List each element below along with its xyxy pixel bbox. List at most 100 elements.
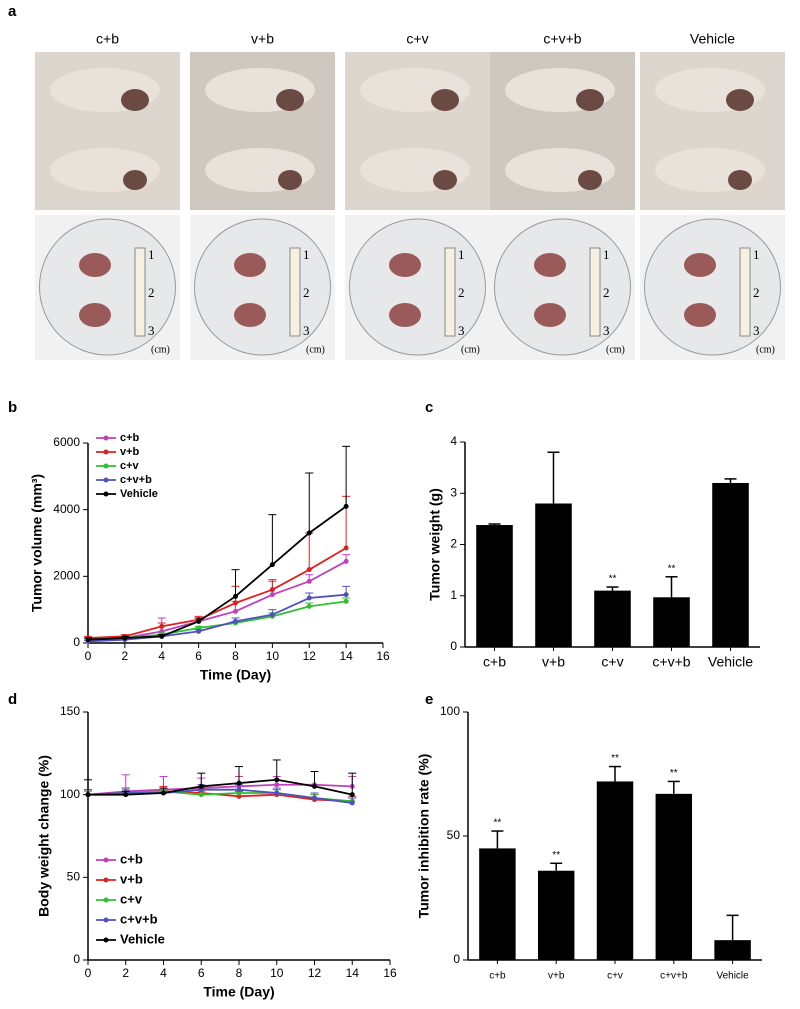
bar bbox=[537, 870, 575, 960]
significance: ** bbox=[609, 574, 617, 585]
y-tick-label: 0 bbox=[450, 639, 457, 653]
ruler-label: 2 bbox=[603, 285, 610, 300]
marker bbox=[343, 592, 349, 598]
legend-label: c+b bbox=[120, 432, 140, 444]
legend-marker bbox=[103, 463, 109, 469]
group-label: c+v bbox=[406, 31, 428, 47]
marker bbox=[85, 637, 91, 643]
marker bbox=[343, 598, 349, 604]
tumor bbox=[431, 89, 459, 111]
marker bbox=[269, 592, 275, 598]
legend-marker bbox=[103, 937, 109, 943]
marker bbox=[306, 530, 312, 536]
ruler-label: 3 bbox=[753, 323, 760, 338]
marker bbox=[236, 787, 242, 793]
legend-marker bbox=[103, 897, 109, 903]
x-tick-label: 14 bbox=[346, 966, 360, 980]
legend-marker bbox=[103, 477, 109, 483]
marker bbox=[274, 782, 280, 788]
marker bbox=[269, 587, 275, 593]
marker bbox=[274, 777, 280, 783]
tumor bbox=[684, 303, 716, 327]
bar bbox=[714, 940, 751, 960]
tumor bbox=[278, 170, 302, 190]
x-tick-label: 6 bbox=[198, 966, 205, 980]
x-tick-label: c+b bbox=[489, 971, 506, 982]
ruler-label: 2 bbox=[458, 285, 465, 300]
marker bbox=[274, 790, 280, 796]
tumor bbox=[728, 170, 752, 190]
x-tick-label: 4 bbox=[160, 966, 167, 980]
tumor bbox=[79, 303, 111, 327]
x-tick-label: Vehicle bbox=[708, 654, 753, 670]
petri-dish bbox=[349, 218, 486, 356]
tumor bbox=[534, 303, 566, 327]
marker bbox=[306, 603, 312, 609]
x-axis-label: Time (Day) bbox=[203, 984, 274, 1000]
y-tick-label: 1 bbox=[450, 588, 457, 602]
marker bbox=[306, 567, 312, 573]
x-tick-label: 0 bbox=[85, 966, 92, 980]
legend-marker bbox=[103, 491, 109, 497]
petri-dish bbox=[194, 218, 331, 356]
y-axis-label: Tumor inhibition rate (%) bbox=[416, 754, 432, 919]
y-tick-label: 6000 bbox=[53, 435, 80, 449]
panel-label: e bbox=[425, 691, 433, 708]
ruler-label: (cm) bbox=[306, 344, 325, 355]
x-tick-label: 6 bbox=[195, 649, 202, 663]
marker bbox=[306, 578, 312, 584]
y-tick-label: 150 bbox=[60, 704, 80, 718]
marker bbox=[306, 595, 312, 601]
group-label: v+b bbox=[251, 31, 274, 47]
tumor bbox=[389, 303, 421, 327]
panel-label: b bbox=[8, 399, 17, 416]
marker bbox=[349, 792, 355, 798]
marker bbox=[159, 633, 165, 639]
series-line bbox=[87, 547, 347, 639]
x-tick-label: Vehicle bbox=[716, 971, 749, 982]
marker bbox=[343, 558, 349, 564]
y-axis-label: Body weight change (%) bbox=[36, 755, 52, 917]
legend-marker bbox=[103, 857, 109, 863]
x-tick-label: c+v+b bbox=[652, 654, 690, 670]
ruler-label: (cm) bbox=[756, 344, 775, 355]
x-tick-label: 16 bbox=[383, 966, 397, 980]
significance: ** bbox=[552, 850, 560, 861]
bar bbox=[655, 793, 693, 960]
legend-label: c+b bbox=[120, 851, 143, 866]
y-tick-label: 3 bbox=[450, 485, 457, 499]
panel-label: d bbox=[8, 691, 17, 708]
tumor bbox=[234, 253, 266, 277]
series-line bbox=[87, 560, 347, 641]
tumor bbox=[234, 303, 266, 327]
x-tick-label: 12 bbox=[303, 649, 317, 663]
marker bbox=[161, 790, 166, 796]
legend-label: v+b bbox=[120, 871, 143, 886]
y-tick-label: 2 bbox=[450, 537, 457, 551]
x-tick-label: 16 bbox=[376, 649, 390, 663]
legend-marker bbox=[103, 877, 109, 883]
tumor bbox=[684, 253, 716, 277]
x-tick-label: c+v bbox=[607, 971, 623, 982]
ruler bbox=[289, 247, 301, 337]
significance: ** bbox=[611, 753, 619, 764]
marker bbox=[122, 635, 128, 641]
group-label: c+v+b bbox=[543, 31, 581, 47]
significance: ** bbox=[670, 768, 678, 779]
x-tick-label: 10 bbox=[266, 649, 280, 663]
legend-marker bbox=[103, 449, 109, 455]
x-tick-label: 14 bbox=[339, 649, 353, 663]
marker bbox=[196, 628, 202, 634]
legend-label: c+v bbox=[120, 891, 143, 906]
marker bbox=[198, 783, 204, 789]
marker bbox=[233, 600, 238, 606]
x-axis-label: Time (Day) bbox=[200, 667, 271, 683]
marker bbox=[236, 780, 242, 786]
y-tick-label: 4 bbox=[450, 434, 457, 448]
significance: ** bbox=[494, 818, 502, 829]
y-tick-label: 0 bbox=[73, 635, 80, 649]
ruler-label: (cm) bbox=[461, 344, 480, 355]
tumor bbox=[576, 89, 604, 111]
tumor bbox=[276, 89, 304, 111]
